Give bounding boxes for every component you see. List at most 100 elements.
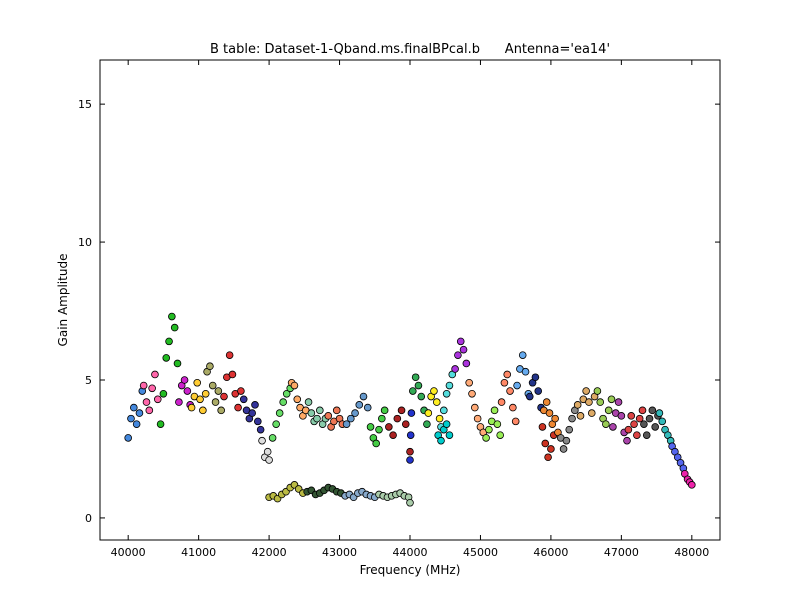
data-point — [559, 445, 568, 453]
series-5 — [203, 362, 225, 415]
data-point — [254, 417, 262, 426]
series-1 — [139, 370, 162, 415]
data-point — [468, 389, 476, 398]
x-axis-label: Frequency (MHz) — [360, 563, 461, 577]
data-point — [417, 392, 426, 401]
data-point — [442, 389, 451, 398]
data-point — [456, 337, 465, 346]
data-point — [351, 409, 359, 417]
data-point — [258, 436, 266, 445]
series-19 — [437, 370, 457, 431]
data-point — [445, 431, 454, 439]
x-tick-label: 40000 — [111, 546, 146, 559]
data-point — [503, 370, 512, 379]
data-point — [511, 417, 520, 426]
data-point — [587, 409, 596, 417]
data-point — [593, 387, 602, 395]
data-point — [655, 409, 664, 417]
x-tick-label: 47000 — [604, 546, 639, 559]
data-point — [688, 481, 696, 489]
data-point — [385, 423, 393, 431]
data-point — [423, 420, 431, 428]
series-6 — [220, 351, 245, 412]
data-point — [568, 414, 576, 423]
data-point — [251, 401, 259, 409]
data-point — [211, 398, 220, 406]
data-point — [544, 453, 552, 462]
data-point — [193, 378, 202, 387]
data-point — [411, 373, 420, 382]
x-tick-label: 46000 — [533, 546, 568, 559]
data-point — [397, 406, 406, 415]
data-point — [170, 323, 179, 332]
data-point — [518, 351, 527, 359]
series-36 — [668, 442, 688, 473]
data-point — [407, 409, 416, 417]
data-point — [485, 425, 493, 434]
data-point — [640, 420, 648, 428]
x-tick-label: 44000 — [393, 546, 428, 559]
data-point — [565, 425, 574, 434]
series-28 — [540, 398, 562, 437]
data-point — [234, 403, 242, 412]
data-point — [454, 351, 462, 359]
data-point — [509, 403, 517, 412]
data-point — [562, 436, 571, 445]
data-point — [168, 312, 176, 321]
y-tick-label: 15 — [78, 98, 92, 111]
series-40 — [341, 487, 379, 502]
series-35 — [655, 409, 675, 445]
data-point — [500, 378, 509, 387]
series-21 — [465, 378, 488, 437]
data-point — [585, 398, 593, 406]
data-point — [406, 447, 414, 456]
data-point — [442, 420, 451, 428]
data-point — [432, 398, 441, 406]
data-point — [148, 384, 156, 393]
series-39 — [303, 483, 345, 499]
data-point — [175, 398, 183, 406]
data-point — [658, 417, 667, 426]
series-29 — [556, 406, 579, 453]
data-point — [268, 434, 277, 442]
series-17 — [409, 373, 431, 428]
data-point — [183, 387, 192, 395]
data-point — [645, 414, 654, 423]
x-tick-label: 42000 — [252, 546, 287, 559]
data-point — [602, 420, 610, 428]
data-point — [239, 395, 248, 404]
x-tick-label: 41000 — [181, 546, 216, 559]
data-point — [642, 431, 651, 439]
data-point — [459, 345, 468, 354]
data-point — [609, 423, 617, 431]
data-point — [151, 370, 159, 379]
data-point — [424, 409, 433, 417]
series-37 — [680, 469, 696, 489]
data-point — [471, 403, 479, 412]
data-point — [275, 409, 284, 417]
data-point — [248, 409, 256, 417]
data-point — [596, 398, 605, 406]
series-7 — [239, 395, 265, 434]
series-4 — [187, 378, 210, 415]
data-point — [279, 398, 287, 406]
data-point — [521, 367, 530, 376]
data-point — [630, 420, 638, 428]
series-14 — [366, 406, 389, 448]
data-point — [263, 447, 272, 456]
data-point — [496, 431, 504, 439]
data-point — [135, 409, 144, 417]
data-point — [406, 498, 414, 507]
plot-area — [124, 312, 696, 507]
series-10 — [287, 378, 310, 420]
data-point — [153, 395, 162, 404]
data-point — [542, 398, 551, 406]
data-point — [272, 420, 280, 428]
data-point — [576, 412, 585, 420]
series-33 — [624, 406, 647, 439]
data-point — [409, 387, 417, 395]
data-point — [497, 398, 506, 406]
data-point — [538, 423, 547, 431]
y-axis-label: Gain Amplitude — [56, 254, 70, 347]
series-30 — [573, 387, 599, 420]
